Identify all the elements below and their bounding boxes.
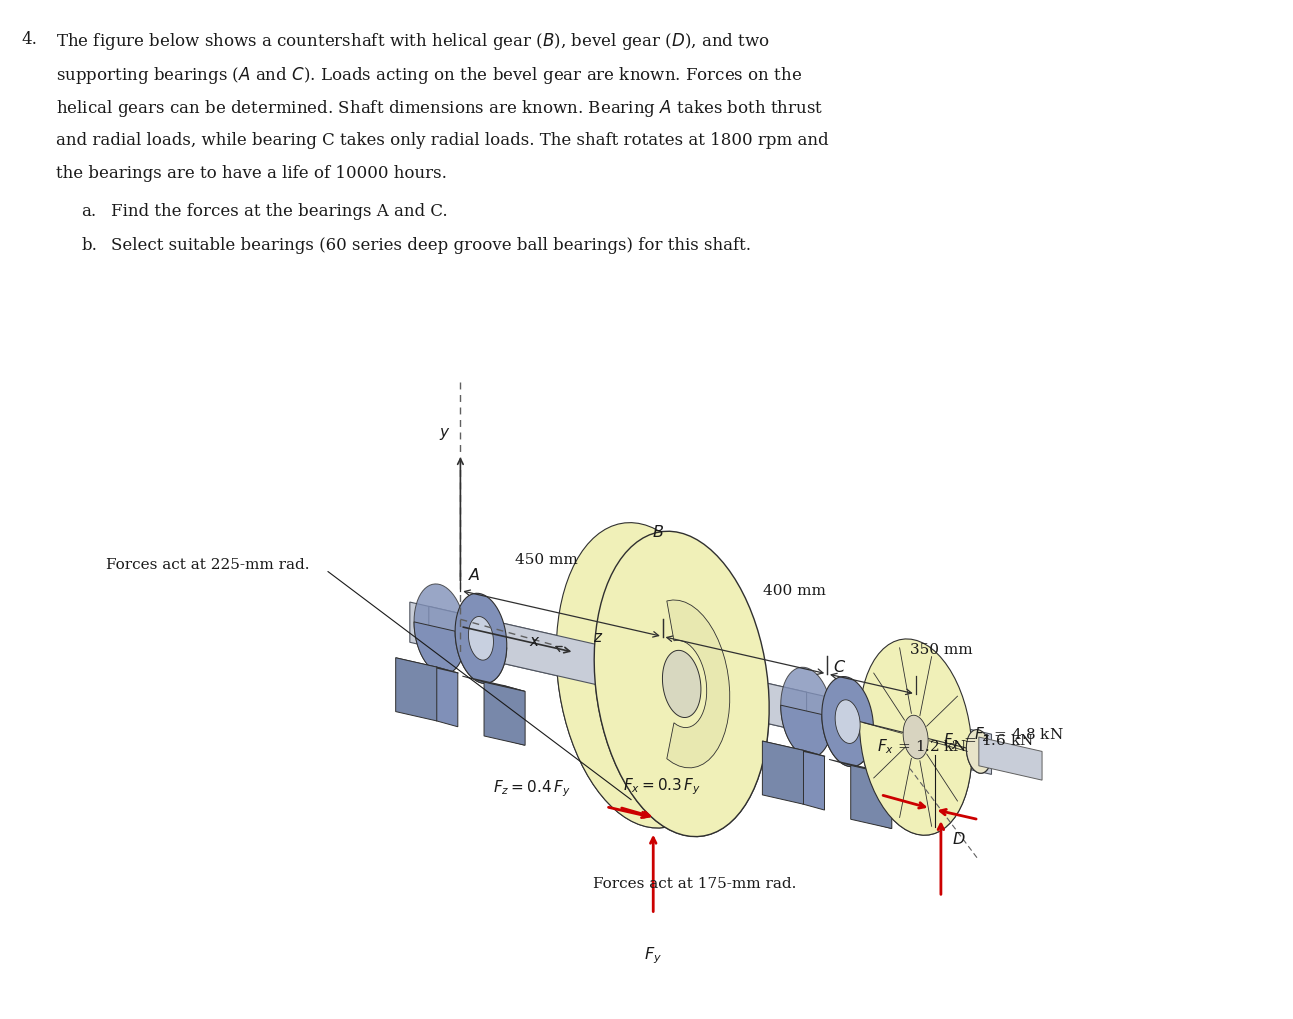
Text: 350 mm: 350 mm: [910, 642, 972, 656]
Text: Find the forces at the bearings A and C.: Find the forces at the bearings A and C.: [111, 203, 447, 220]
Polygon shape: [835, 700, 860, 744]
Text: Select suitable bearings (60 series deep groove ball bearings) for this shaft.: Select suitable bearings (60 series deep…: [111, 236, 751, 254]
Text: 450 mm: 450 mm: [515, 552, 578, 567]
Text: $y$: $y$: [438, 425, 450, 441]
Polygon shape: [429, 606, 640, 695]
Text: $x$: $x$: [529, 634, 540, 648]
Text: 400 mm: 400 mm: [763, 584, 826, 598]
Polygon shape: [455, 594, 507, 684]
Polygon shape: [803, 750, 825, 810]
Polygon shape: [556, 651, 769, 837]
Polygon shape: [595, 532, 769, 837]
Polygon shape: [463, 677, 525, 692]
Polygon shape: [484, 683, 525, 746]
Text: The figure below shows a countershaft with helical gear ($B$), bevel gear ($D$),: The figure below shows a countershaft wi…: [57, 32, 771, 52]
Text: $z$: $z$: [593, 631, 604, 645]
Text: $F_x$ = 1.2 kN: $F_x$ = 1.2 kN: [877, 737, 967, 755]
Polygon shape: [860, 721, 992, 836]
Polygon shape: [685, 664, 807, 733]
Polygon shape: [468, 616, 494, 660]
Text: Forces act at 175-mm rad.: Forces act at 175-mm rad.: [592, 876, 796, 891]
Polygon shape: [410, 602, 992, 774]
Polygon shape: [860, 639, 972, 836]
Text: $C$: $C$: [833, 658, 846, 676]
Polygon shape: [667, 600, 729, 768]
Text: the bearings are to have a life of 10000 hours.: the bearings are to have a life of 10000…: [57, 165, 447, 181]
Text: helical gears can be determined. Shaft dimensions are known. Bearing $A$ takes b: helical gears can be determined. Shaft d…: [57, 98, 824, 119]
Polygon shape: [414, 623, 507, 684]
Polygon shape: [763, 741, 803, 804]
Polygon shape: [556, 523, 731, 828]
Text: $F_y$ = 1.6 kN: $F_y$ = 1.6 kN: [943, 731, 1033, 751]
Text: 4.: 4.: [22, 32, 37, 48]
Text: $F_z = 0.4\,F_y$: $F_z = 0.4\,F_y$: [493, 777, 570, 799]
Polygon shape: [829, 760, 892, 775]
Polygon shape: [396, 658, 437, 721]
Text: $F_z$ = 4.8 kN: $F_z$ = 4.8 kN: [975, 725, 1064, 743]
Text: $A$: $A$: [468, 567, 481, 584]
Polygon shape: [763, 741, 825, 756]
Polygon shape: [781, 705, 874, 767]
Polygon shape: [851, 765, 892, 828]
Polygon shape: [414, 584, 465, 675]
Polygon shape: [781, 667, 833, 757]
Polygon shape: [966, 730, 992, 773]
Polygon shape: [848, 702, 915, 757]
Text: supporting bearings ($A$ and $C$). Loads acting on the bevel gear are known. For: supporting bearings ($A$ and $C$). Loads…: [57, 64, 803, 86]
Text: $F_y$: $F_y$: [644, 944, 662, 965]
Polygon shape: [503, 686, 525, 746]
Polygon shape: [822, 677, 874, 767]
Text: $B$: $B$: [652, 524, 663, 540]
Text: $D$: $D$: [952, 830, 966, 847]
Text: and radial loads, while bearing C takes only radial loads. The shaft rotates at : and radial loads, while bearing C takes …: [57, 131, 829, 149]
Text: b.: b.: [81, 236, 97, 254]
Text: a.: a.: [81, 203, 97, 220]
Polygon shape: [979, 738, 1042, 781]
Polygon shape: [396, 658, 459, 674]
Text: $F_x = 0.3\,F_y$: $F_x = 0.3\,F_y$: [623, 775, 701, 797]
Polygon shape: [436, 667, 458, 727]
Text: Forces act at 225-mm rad.: Forces act at 225-mm rad.: [106, 557, 309, 572]
Polygon shape: [662, 651, 701, 717]
Polygon shape: [869, 769, 891, 828]
Polygon shape: [903, 715, 928, 759]
